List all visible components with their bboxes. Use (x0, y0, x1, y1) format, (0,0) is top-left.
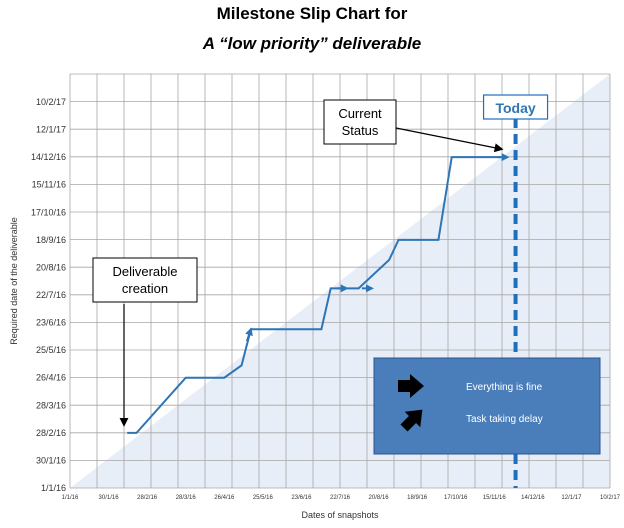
today-label: Today (495, 100, 535, 116)
current-status-text: Status (342, 123, 379, 138)
x-axis-label: Dates of snapshots (301, 510, 379, 520)
slip-line (127, 156, 508, 434)
y-tick-label: 18/9/16 (36, 235, 66, 245)
x-tick-label: 23/6/16 (291, 495, 312, 501)
x-tick-label: 1/1/16 (62, 495, 79, 501)
current-status-text: Current (338, 106, 382, 121)
y-tick-label: 17/10/16 (31, 207, 66, 217)
y-tick-label: 28/2/16 (36, 428, 66, 438)
slip-arrow-marker (245, 327, 253, 342)
chart-title: Milestone Slip Chart for (216, 4, 408, 23)
y-tick-label: 15/11/16 (32, 180, 66, 190)
current-status-arrow (395, 127, 504, 153)
deliverable-creation-text: Deliverable (112, 264, 177, 279)
current-status-box (323, 99, 397, 145)
y-tick-label: 10/2/17 (36, 97, 66, 107)
x-tick-label: 15/11/16 (483, 495, 507, 501)
x-tick-label: 28/2/16 (137, 495, 158, 501)
arrow-up-right-icon (400, 409, 423, 432)
x-tick-label: 20/8/16 (369, 495, 390, 501)
y-tick-label: 25/5/16 (36, 345, 66, 355)
y-tick-label: 23/6/16 (36, 318, 66, 328)
y-tick-label: 28/3/16 (36, 400, 66, 410)
y-tick-label: 12/1/17 (36, 125, 66, 135)
x-tick-label: 17/10/16 (444, 495, 468, 501)
y-axis-label: Required date of the deliverable (9, 217, 19, 345)
deliverable-creation-box (92, 257, 198, 303)
x-tick-label: 26/4/16 (214, 495, 235, 501)
legend-item-label: Task taking delay (466, 414, 543, 425)
y-tick-label: 26/4/16 (36, 373, 66, 383)
arrow-right-icon (398, 374, 424, 398)
today-box (482, 94, 549, 120)
y-tick-label: 30/1/16 (36, 455, 66, 465)
x-tick-label: 18/9/16 (407, 495, 428, 501)
x-tick-label: 14/12/16 (521, 495, 545, 501)
x-tick-label: 30/1/16 (99, 495, 120, 501)
legend-item-label: Everything is fine (466, 382, 543, 393)
x-tick-label: 22/7/16 (330, 495, 351, 501)
y-tick-label: 22/7/16 (36, 290, 66, 300)
deliverable-creation-text: creation (122, 281, 168, 296)
y-tick-label: 14/12/16 (31, 152, 66, 162)
x-tick-label: 12/1/17 (561, 495, 582, 501)
y-tick-label: 20/8/16 (36, 262, 66, 272)
chart-subtitle: A “low priority” deliverable (202, 34, 422, 53)
y-tick-label: 1/1/16 (41, 483, 66, 493)
legend-box (373, 357, 601, 455)
x-tick-label: 25/5/16 (253, 495, 274, 501)
x-tick-label: 10/2/17 (600, 495, 621, 501)
x-tick-label: 28/3/16 (176, 495, 197, 501)
